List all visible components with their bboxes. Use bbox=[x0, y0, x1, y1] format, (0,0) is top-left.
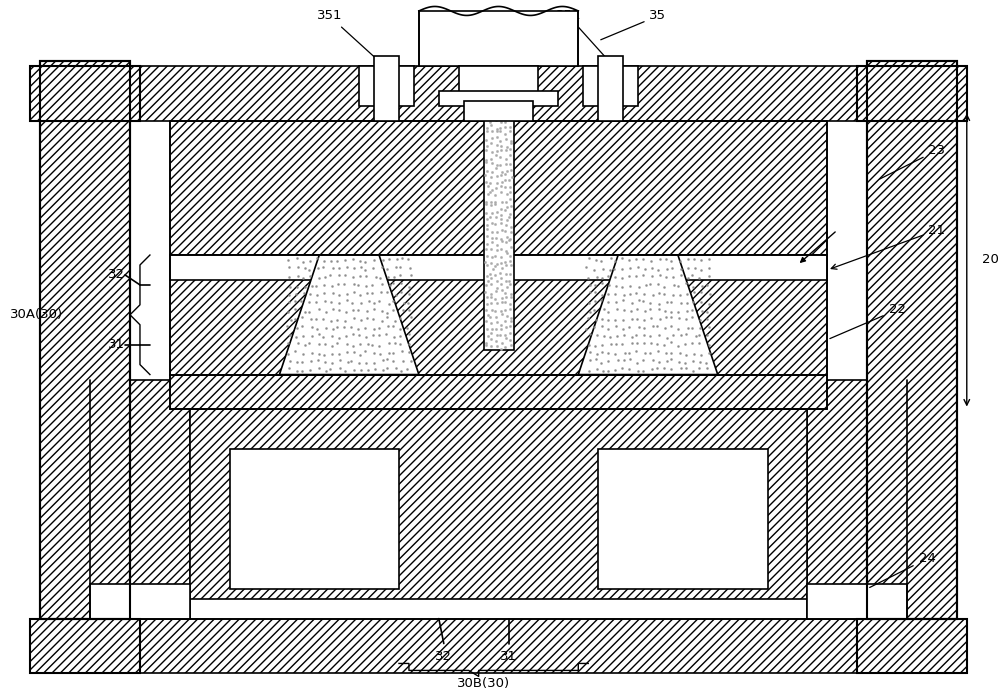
Text: 351: 351 bbox=[316, 10, 382, 64]
Bar bbox=[170, 120, 827, 255]
Bar bbox=[857, 66, 967, 120]
Bar bbox=[30, 66, 140, 120]
Bar bbox=[190, 410, 807, 598]
Text: 23: 23 bbox=[880, 144, 945, 179]
Bar bbox=[374, 56, 399, 120]
Bar bbox=[867, 61, 957, 618]
Text: 31: 31 bbox=[108, 338, 125, 351]
Bar bbox=[807, 379, 907, 618]
Bar bbox=[30, 618, 140, 674]
Bar bbox=[40, 61, 130, 618]
Bar bbox=[170, 255, 827, 280]
Bar bbox=[90, 66, 907, 120]
Bar bbox=[464, 101, 533, 120]
Text: 22: 22 bbox=[830, 303, 906, 339]
Bar bbox=[170, 255, 827, 375]
Bar bbox=[30, 66, 140, 120]
Text: 35: 35 bbox=[601, 10, 666, 40]
Bar bbox=[459, 66, 538, 95]
Text: 31: 31 bbox=[500, 650, 517, 663]
Bar bbox=[439, 91, 558, 106]
Polygon shape bbox=[279, 255, 419, 375]
Bar bbox=[867, 61, 957, 618]
Bar bbox=[598, 56, 623, 120]
Bar bbox=[230, 449, 399, 589]
Bar bbox=[30, 618, 140, 674]
Bar bbox=[419, 11, 578, 66]
Bar bbox=[583, 66, 638, 106]
Text: 32: 32 bbox=[108, 268, 125, 281]
Text: 32: 32 bbox=[435, 650, 452, 663]
Bar bbox=[857, 618, 967, 674]
Bar bbox=[90, 618, 907, 674]
Bar bbox=[484, 106, 514, 350]
Bar bbox=[90, 379, 190, 618]
Text: 24: 24 bbox=[870, 552, 935, 587]
Text: 351: 351 bbox=[556, 10, 611, 64]
Polygon shape bbox=[578, 255, 718, 375]
Bar bbox=[170, 375, 827, 410]
Text: 21: 21 bbox=[831, 224, 945, 269]
Text: 20: 20 bbox=[982, 254, 999, 267]
Bar bbox=[807, 584, 907, 618]
Text: 30A(30): 30A(30) bbox=[10, 308, 64, 321]
Bar bbox=[90, 584, 190, 618]
Bar bbox=[40, 61, 130, 618]
Bar bbox=[359, 66, 414, 106]
Text: 30B(30): 30B(30) bbox=[457, 677, 510, 690]
Bar bbox=[598, 449, 768, 589]
Bar bbox=[857, 618, 967, 674]
Bar bbox=[857, 66, 967, 120]
